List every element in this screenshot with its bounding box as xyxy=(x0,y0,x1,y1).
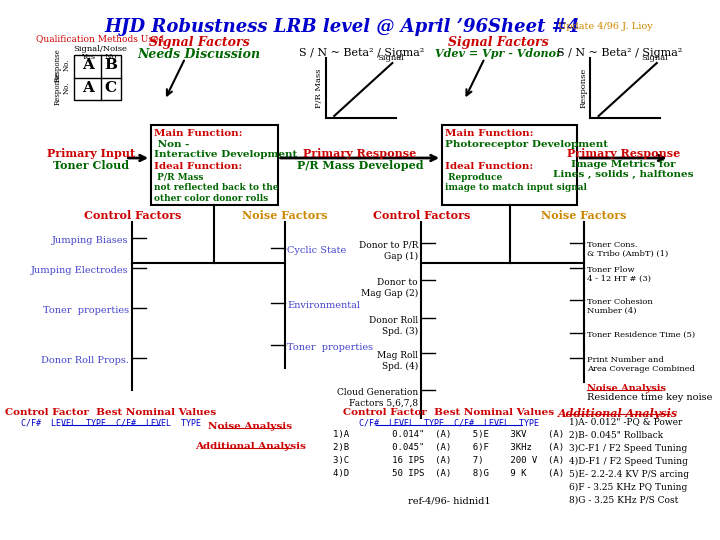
Text: Cloud Generation
Factors 5,6,7,8: Cloud Generation Factors 5,6,7,8 xyxy=(337,388,418,407)
Text: 1)A        0.014"  (A)    5)E    3KV    (A): 1)A 0.014" (A) 5)E 3KV (A) xyxy=(333,430,564,439)
Text: Noise Analysis: Noise Analysis xyxy=(587,384,665,393)
Text: P/R Mass
not reflected back to the
other color donor rolls: P/R Mass not reflected back to the other… xyxy=(155,173,279,203)
Text: Control Factors: Control Factors xyxy=(373,210,470,221)
Text: Qualification Methods Used: Qualification Methods Used xyxy=(35,34,163,43)
Text: Non -
Interactive Development: Non - Interactive Development xyxy=(155,140,297,159)
Text: 3)C-F1 / F2 Speed Tuning: 3)C-F1 / F2 Speed Tuning xyxy=(569,444,687,453)
Text: Needs Discussion: Needs Discussion xyxy=(138,48,261,61)
Text: Response: Response xyxy=(579,68,588,108)
Text: Reproduce
image to match input signal: Reproduce image to match input signal xyxy=(446,173,588,192)
Bar xyxy=(442,125,577,205)
Text: Signal/Noise: Signal/Noise xyxy=(73,45,127,53)
Text: 5)E- 2.2-2.4 KV P/S arcing: 5)E- 2.2-2.4 KV P/S arcing xyxy=(569,470,688,479)
Text: Signal: Signal xyxy=(377,54,404,62)
Text: 1)A- 0.012" -PQ & Power: 1)A- 0.012" -PQ & Power xyxy=(569,418,682,427)
Text: Toner  properties: Toner properties xyxy=(42,306,129,315)
Text: Control Factor  Best Nominal Values: Control Factor Best Nominal Values xyxy=(5,408,217,417)
Text: Toner Cohesion
Number (4): Toner Cohesion Number (4) xyxy=(587,298,652,315)
Bar xyxy=(74,55,121,100)
Text: Signal: Signal xyxy=(642,54,669,62)
Text: HJD Robustness LRB level @ April ’96Sheet #4: HJD Robustness LRB level @ April ’96Shee… xyxy=(104,18,580,36)
Text: Primary Input: Primary Input xyxy=(47,148,135,159)
Text: 3)C        16 IPS  (A)    7)     200 V  (A): 3)C 16 IPS (A) 7) 200 V (A) xyxy=(333,456,564,465)
Text: C/F#  LEVEL  TYPE  C/F#  LEVEL  TYPE: C/F# LEVEL TYPE C/F# LEVEL TYPE xyxy=(359,418,539,427)
Text: Toner  properties: Toner properties xyxy=(287,343,373,352)
Text: Main Function:: Main Function: xyxy=(155,129,243,138)
Text: Jumping Biases: Jumping Biases xyxy=(53,236,129,245)
Text: Donor Roll Props.: Donor Roll Props. xyxy=(41,356,129,365)
Text: Toner Flow
4 - 12 HT # (3): Toner Flow 4 - 12 HT # (3) xyxy=(587,266,651,283)
Text: 2)B- 0.045" Rollback: 2)B- 0.045" Rollback xyxy=(569,431,663,440)
Text: Main Function:: Main Function: xyxy=(446,129,534,138)
Text: Mag Roll
Spd. (4): Mag Roll Spd. (4) xyxy=(377,351,418,370)
Text: Noise Analysis: Noise Analysis xyxy=(208,422,292,431)
Text: Signal Factors: Signal Factors xyxy=(148,36,249,49)
Text: Primary Response: Primary Response xyxy=(567,148,680,159)
Text: Noise Factors: Noise Factors xyxy=(541,210,627,221)
Text: Toner Residence Time (5): Toner Residence Time (5) xyxy=(587,331,695,339)
Text: Environmental: Environmental xyxy=(287,301,360,310)
Text: Yes: Yes xyxy=(81,53,95,61)
Text: Response
No.: Response No. xyxy=(53,71,71,105)
Text: Update 4/96 J. Lioy: Update 4/96 J. Lioy xyxy=(559,22,653,31)
Text: Ideal Function:: Ideal Function: xyxy=(155,162,243,171)
Text: B: B xyxy=(104,58,117,72)
Text: Donor to
Mag Gap (2): Donor to Mag Gap (2) xyxy=(361,278,418,298)
Text: 4)D-F1 / F2 Speed Tuning: 4)D-F1 / F2 Speed Tuning xyxy=(569,457,688,466)
Text: Jumping Electrodes: Jumping Electrodes xyxy=(31,266,129,275)
Text: A: A xyxy=(82,81,94,95)
Text: Additional Analysis: Additional Analysis xyxy=(558,408,678,419)
Bar xyxy=(151,125,278,205)
Text: Image Metrics for
Lines , solids , halftones: Image Metrics for Lines , solids , halft… xyxy=(553,160,693,179)
Text: C/F#  LEVEL  TYPE  C/F#  LEVEL  TYPE: C/F# LEVEL TYPE C/F# LEVEL TYPE xyxy=(21,418,201,427)
Text: S / N ~ Beta² / Sigma²: S / N ~ Beta² / Sigma² xyxy=(557,48,683,58)
Text: Print Number and
Area Coverage Combined: Print Number and Area Coverage Combined xyxy=(587,356,695,373)
Text: P/R Mass Developed: P/R Mass Developed xyxy=(297,160,423,171)
Text: Response
No.: Response No. xyxy=(53,48,71,82)
Text: No: No xyxy=(104,53,117,61)
Text: Donor to P/R
Gap (1): Donor to P/R Gap (1) xyxy=(359,241,418,261)
Text: 8)G - 3.25 KHz P/S Cost: 8)G - 3.25 KHz P/S Cost xyxy=(569,496,678,505)
Text: S / N ~ Beta² / Sigma²: S / N ~ Beta² / Sigma² xyxy=(299,48,424,58)
Text: 2)B        0.045"  (A)    6)F    3KHz   (A): 2)B 0.045" (A) 6)F 3KHz (A) xyxy=(333,443,564,452)
Text: Photoreceptor Development: Photoreceptor Development xyxy=(446,140,608,149)
Text: Noise Factors: Noise Factors xyxy=(242,210,328,221)
Text: C: C xyxy=(104,81,117,95)
Text: Donor Roll
Spd. (3): Donor Roll Spd. (3) xyxy=(369,316,418,335)
Text: Vdev = Vpr - Vdonor: Vdev = Vpr - Vdonor xyxy=(435,48,562,59)
Text: Primary Response: Primary Response xyxy=(303,148,416,159)
Text: Toner Cloud: Toner Cloud xyxy=(53,160,129,171)
Text: Additional Analysis: Additional Analysis xyxy=(195,442,306,451)
Text: A: A xyxy=(82,58,94,72)
Text: 4)D        50 IPS  (A)    8)G    9 K    (A): 4)D 50 IPS (A) 8)G 9 K (A) xyxy=(333,469,564,478)
Text: ref-4/96- hidnid1: ref-4/96- hidnid1 xyxy=(408,496,490,505)
Text: Cyclic State: Cyclic State xyxy=(287,246,346,255)
Text: Control Factor  Best Nominal Values: Control Factor Best Nominal Values xyxy=(343,408,554,417)
Text: Control Factors: Control Factors xyxy=(84,210,181,221)
Text: Toner Cons.
& Tribo (AmbT) (1): Toner Cons. & Tribo (AmbT) (1) xyxy=(587,241,668,258)
Text: Ideal Function:: Ideal Function: xyxy=(446,162,534,171)
Text: Signal Factors: Signal Factors xyxy=(448,36,549,49)
Text: Residence time key noise: Residence time key noise xyxy=(587,393,712,402)
Text: 6)F - 3.25 KHz PQ Tuning: 6)F - 3.25 KHz PQ Tuning xyxy=(569,483,687,492)
Text: P/R Mass: P/R Mass xyxy=(315,69,323,107)
